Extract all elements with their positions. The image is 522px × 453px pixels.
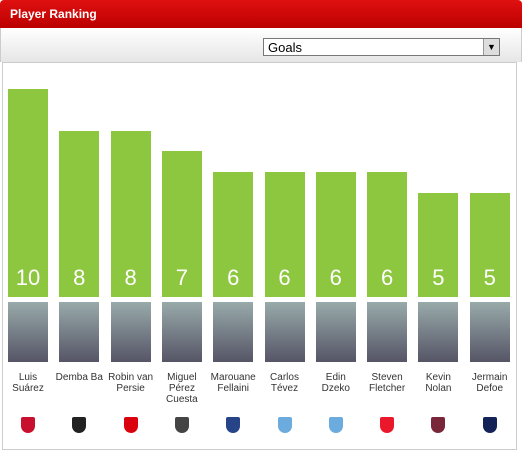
club-crest — [123, 417, 138, 433]
club-crest — [328, 417, 343, 433]
player-photo — [161, 302, 202, 362]
player-name: Miguel Pérez Cuesta — [166, 372, 198, 405]
player-name: Carlos Tévez — [270, 372, 299, 394]
value-label: 5 — [432, 265, 445, 290]
stat-select[interactable]: Goals ▼ — [263, 38, 500, 56]
player-name: Jermain Defoe — [471, 372, 508, 394]
player-photo — [8, 302, 48, 362]
select-value: Goals — [268, 40, 302, 55]
player-name: Edin Dzeko — [321, 372, 350, 394]
player-name: Kevin Nolan — [425, 372, 452, 394]
player-photo — [264, 302, 305, 362]
player-name: Demba Ba — [55, 372, 103, 383]
player-photo — [315, 302, 356, 362]
title: Player Ranking — [10, 7, 97, 21]
club-crest — [380, 417, 395, 433]
bar — [367, 172, 408, 297]
value-label: 6 — [278, 265, 291, 290]
bar — [110, 130, 151, 297]
player-photo — [110, 302, 151, 362]
value-label: 8 — [124, 265, 137, 290]
bar — [59, 130, 100, 297]
bar — [469, 193, 510, 297]
player-name: Luis Suárez — [12, 372, 44, 394]
value-label: 10 — [15, 265, 41, 290]
value-label: 6 — [380, 265, 394, 290]
value-label: 7 — [175, 265, 189, 290]
player-name: Robin van Persie — [108, 372, 154, 394]
club-crest — [277, 417, 292, 433]
player-photo — [367, 302, 408, 362]
bar — [264, 172, 305, 297]
bar — [315, 172, 356, 297]
club-crest — [431, 417, 446, 433]
value-label: 6 — [227, 265, 240, 290]
player-photo — [213, 302, 254, 362]
player-name: Marouane Fellaini — [210, 372, 256, 394]
value-label: 5 — [483, 265, 496, 290]
player-photo — [418, 302, 459, 362]
player-photo — [469, 302, 510, 362]
bar — [8, 89, 48, 297]
club-crest — [21, 417, 35, 433]
club-crest — [226, 417, 241, 433]
player-name: Steven Fletcher — [369, 372, 406, 394]
value-label: 8 — [73, 265, 86, 290]
club-crest — [72, 417, 87, 433]
club-crest — [482, 417, 497, 433]
player-photo — [59, 302, 100, 362]
value-label: 6 — [329, 265, 342, 290]
select-arrow[interactable]: ▼ — [483, 39, 499, 55]
club-crest — [174, 417, 189, 433]
bar — [418, 193, 459, 297]
bar — [161, 151, 202, 297]
bar — [213, 172, 254, 297]
header: Player Ranking — [0, 0, 522, 28]
chart-panel — [2, 62, 517, 450]
